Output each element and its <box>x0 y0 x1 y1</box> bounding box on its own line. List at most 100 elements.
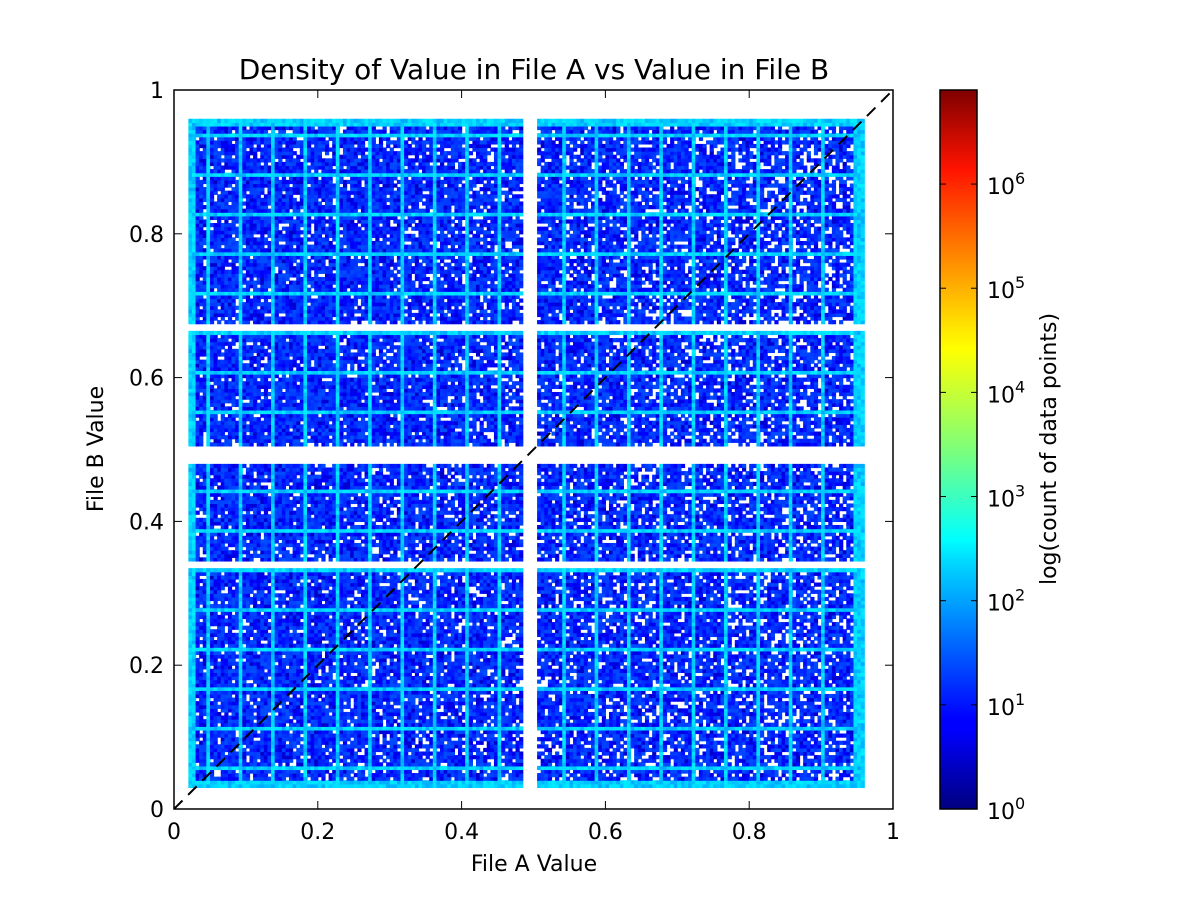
heatmap-cell <box>202 190 207 195</box>
heatmap-cell <box>296 384 301 389</box>
heatmap-cell <box>238 755 243 760</box>
heatmap-cell <box>289 575 294 580</box>
heatmap-cell <box>278 280 283 285</box>
heatmap-cell <box>202 528 207 533</box>
heatmap-cell <box>231 305 236 310</box>
heatmap-cell <box>202 762 207 767</box>
heatmap-cell <box>245 589 251 594</box>
heatmap-cell <box>249 542 254 548</box>
heatmap-cell <box>195 686 200 691</box>
heatmap-cell <box>191 618 197 623</box>
heatmap-cell <box>231 582 236 587</box>
heatmap-cell <box>227 399 233 404</box>
heatmap-cell <box>195 481 200 487</box>
heatmap-cell <box>267 240 272 246</box>
heatmap-cell <box>202 604 207 609</box>
heatmap-cell <box>289 305 294 310</box>
heatmap-cell <box>206 596 211 602</box>
heatmap-cell <box>271 704 276 709</box>
heatmap-cell <box>249 388 254 393</box>
heatmap-cell <box>206 640 211 645</box>
heatmap-cell <box>285 366 290 372</box>
heatmap-cell <box>217 499 222 505</box>
heatmap-cell <box>271 751 276 756</box>
heatmap-cell <box>296 409 301 415</box>
heatmap-cell <box>235 233 240 238</box>
heatmap-cell <box>263 179 269 185</box>
heatmap-cell <box>231 596 236 602</box>
heatmap-cell <box>213 158 218 163</box>
heatmap-cell <box>292 776 297 781</box>
heatmap-cell <box>267 402 272 407</box>
heatmap-cell <box>245 740 251 745</box>
heatmap-cell <box>267 154 272 159</box>
heatmap-cell <box>217 744 222 749</box>
heatmap-cell <box>206 223 211 228</box>
heatmap-cell <box>271 381 276 386</box>
heatmap-cell <box>267 575 272 580</box>
heatmap-cell <box>213 294 218 300</box>
heatmap-cell <box>271 478 276 483</box>
heatmap-cell <box>202 622 207 627</box>
heatmap-cell <box>217 320 222 325</box>
heatmap-cell <box>235 632 240 638</box>
heatmap-cell <box>292 122 297 127</box>
heatmap-cell <box>292 230 297 235</box>
heatmap-cell <box>242 291 247 296</box>
heatmap-cell <box>202 740 207 745</box>
heatmap-cell <box>209 517 215 522</box>
heatmap-cell <box>217 406 222 411</box>
heatmap-cell <box>274 485 279 490</box>
heatmap-cell <box>227 517 233 522</box>
heatmap-cell <box>188 226 193 231</box>
heatmap-cell <box>188 391 193 397</box>
heatmap-cell <box>220 593 225 598</box>
heatmap-cell <box>289 154 294 159</box>
heatmap-cell <box>195 230 200 235</box>
heatmap-cell <box>188 345 193 350</box>
heatmap-cell <box>206 517 211 522</box>
heatmap-cell <box>202 471 207 476</box>
heatmap-cell <box>202 568 207 573</box>
heatmap-cell <box>249 780 254 785</box>
heatmap-cell <box>271 719 276 724</box>
heatmap-cell <box>209 338 215 343</box>
heatmap-cell <box>209 435 215 440</box>
heatmap-cell <box>292 269 297 274</box>
heatmap-cell <box>206 747 211 753</box>
heatmap-cell <box>213 334 218 339</box>
heatmap-cell <box>285 629 290 634</box>
heatmap-cell <box>231 133 236 138</box>
heatmap-cell <box>188 618 193 623</box>
heatmap-cell <box>296 647 301 652</box>
heatmap-cell <box>206 557 211 562</box>
heatmap-cell <box>245 665 251 670</box>
heatmap-cell <box>235 489 240 494</box>
heatmap-cell <box>188 776 193 781</box>
heatmap-cell <box>227 614 233 620</box>
heatmap-cell <box>195 593 200 598</box>
heatmap-cell <box>227 604 233 609</box>
heatmap-cell <box>188 679 193 684</box>
heatmap-cell <box>278 287 283 292</box>
heatmap-cell <box>263 143 269 149</box>
heatmap-cell <box>231 190 236 195</box>
heatmap-cell <box>217 169 222 174</box>
heatmap-cell <box>224 129 229 134</box>
heatmap-cell <box>274 248 279 253</box>
heatmap-cell <box>206 179 211 185</box>
heatmap-cell <box>278 334 283 339</box>
heatmap-cell <box>281 377 287 382</box>
heatmap-cell <box>274 226 279 231</box>
heatmap-cell <box>249 402 254 407</box>
heatmap-cell <box>253 758 258 763</box>
heatmap-cell <box>209 776 215 781</box>
heatmap-cell <box>188 384 193 389</box>
heatmap-cell <box>235 399 240 404</box>
heatmap-cell <box>238 672 243 677</box>
heatmap-cell <box>253 187 258 192</box>
heatmap-cell <box>231 151 236 156</box>
heatmap-cell <box>285 406 290 411</box>
heatmap-cell <box>292 305 297 310</box>
heatmap-cell <box>253 309 258 314</box>
